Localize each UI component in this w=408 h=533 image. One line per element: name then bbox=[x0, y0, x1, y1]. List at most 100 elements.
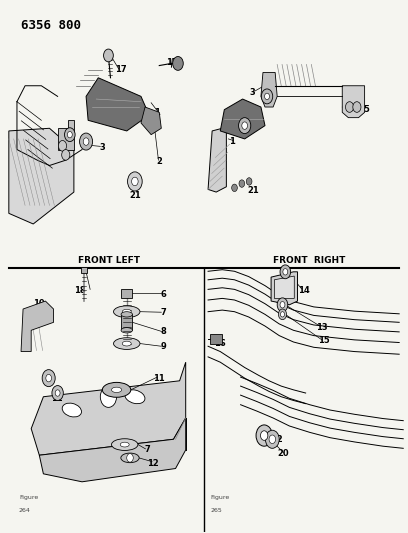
Circle shape bbox=[278, 309, 286, 320]
Circle shape bbox=[52, 385, 63, 400]
Text: 264: 264 bbox=[19, 508, 31, 513]
Circle shape bbox=[83, 138, 89, 146]
Text: 7: 7 bbox=[160, 308, 166, 317]
Ellipse shape bbox=[122, 309, 131, 314]
Polygon shape bbox=[21, 301, 53, 352]
Text: 18: 18 bbox=[74, 286, 86, 295]
Text: 7: 7 bbox=[144, 446, 150, 455]
Circle shape bbox=[239, 118, 251, 134]
Ellipse shape bbox=[122, 341, 131, 346]
Polygon shape bbox=[274, 276, 294, 298]
Text: 21: 21 bbox=[129, 191, 141, 200]
Polygon shape bbox=[31, 362, 186, 455]
Text: Figure: Figure bbox=[210, 495, 229, 500]
Ellipse shape bbox=[121, 328, 133, 333]
Text: 21: 21 bbox=[247, 186, 259, 195]
Circle shape bbox=[100, 386, 117, 407]
Text: 10: 10 bbox=[33, 299, 45, 308]
Ellipse shape bbox=[102, 382, 131, 397]
Circle shape bbox=[67, 132, 72, 138]
Polygon shape bbox=[220, 99, 265, 139]
Text: 2: 2 bbox=[237, 110, 244, 119]
Circle shape bbox=[280, 302, 285, 308]
Text: 15: 15 bbox=[318, 336, 330, 345]
Text: 5: 5 bbox=[364, 105, 370, 114]
Polygon shape bbox=[9, 128, 74, 224]
Bar bbox=[210, 334, 222, 344]
Circle shape bbox=[132, 177, 138, 185]
Text: 22: 22 bbox=[271, 435, 283, 444]
Text: 8: 8 bbox=[160, 327, 166, 336]
Circle shape bbox=[262, 89, 273, 104]
Text: 3: 3 bbox=[100, 143, 105, 152]
Circle shape bbox=[246, 177, 252, 185]
Bar bbox=[121, 289, 133, 298]
Circle shape bbox=[346, 102, 354, 112]
Ellipse shape bbox=[121, 312, 133, 317]
Circle shape bbox=[62, 150, 70, 160]
Circle shape bbox=[280, 265, 290, 279]
Text: 20: 20 bbox=[277, 449, 289, 458]
Text: 4: 4 bbox=[69, 132, 75, 141]
Bar bbox=[121, 314, 133, 330]
Circle shape bbox=[283, 269, 288, 275]
Ellipse shape bbox=[111, 387, 122, 392]
Text: 2: 2 bbox=[156, 157, 162, 166]
Text: 16: 16 bbox=[214, 339, 226, 348]
Polygon shape bbox=[208, 128, 226, 192]
Circle shape bbox=[58, 141, 67, 151]
Circle shape bbox=[269, 435, 275, 443]
Polygon shape bbox=[261, 72, 277, 107]
Polygon shape bbox=[86, 78, 149, 131]
Text: 17: 17 bbox=[115, 66, 126, 74]
Bar bbox=[81, 266, 87, 273]
Text: 6: 6 bbox=[160, 289, 166, 298]
Circle shape bbox=[173, 56, 183, 70]
Circle shape bbox=[264, 93, 269, 100]
Ellipse shape bbox=[62, 403, 82, 417]
Text: 4: 4 bbox=[262, 73, 268, 82]
Circle shape bbox=[265, 430, 279, 448]
Polygon shape bbox=[141, 107, 161, 135]
Ellipse shape bbox=[113, 338, 140, 350]
Text: Figure: Figure bbox=[19, 495, 38, 500]
Text: 12: 12 bbox=[51, 394, 63, 403]
Circle shape bbox=[42, 369, 55, 386]
Circle shape bbox=[280, 312, 284, 317]
Text: 6356 800: 6356 800 bbox=[21, 19, 81, 33]
Text: 3: 3 bbox=[250, 87, 256, 96]
Ellipse shape bbox=[121, 453, 139, 463]
Text: 1: 1 bbox=[154, 108, 160, 117]
Text: 9: 9 bbox=[160, 342, 166, 351]
Text: 265: 265 bbox=[210, 508, 222, 513]
Circle shape bbox=[80, 133, 93, 150]
Text: FRONT LEFT: FRONT LEFT bbox=[78, 256, 140, 265]
Text: FRONT  RIGHT: FRONT RIGHT bbox=[273, 256, 346, 265]
Circle shape bbox=[239, 180, 245, 187]
Text: 11: 11 bbox=[153, 374, 165, 383]
Circle shape bbox=[55, 390, 60, 396]
Text: 19: 19 bbox=[43, 374, 55, 383]
Text: 17: 17 bbox=[166, 59, 177, 67]
Ellipse shape bbox=[125, 390, 145, 403]
Text: 13: 13 bbox=[316, 323, 328, 332]
Circle shape bbox=[353, 102, 361, 112]
Circle shape bbox=[232, 184, 237, 191]
Ellipse shape bbox=[113, 306, 140, 318]
Circle shape bbox=[127, 454, 133, 462]
Circle shape bbox=[128, 172, 142, 191]
Text: 12: 12 bbox=[147, 459, 159, 467]
Circle shape bbox=[242, 122, 248, 130]
Text: 1: 1 bbox=[230, 137, 235, 146]
Text: 14: 14 bbox=[298, 286, 310, 295]
Circle shape bbox=[256, 425, 272, 446]
Circle shape bbox=[277, 298, 288, 312]
Polygon shape bbox=[342, 86, 365, 118]
Ellipse shape bbox=[111, 439, 138, 450]
Polygon shape bbox=[58, 120, 74, 150]
Circle shape bbox=[46, 374, 51, 382]
Polygon shape bbox=[271, 272, 297, 305]
Circle shape bbox=[104, 49, 113, 62]
Polygon shape bbox=[39, 418, 186, 482]
Circle shape bbox=[64, 128, 75, 142]
